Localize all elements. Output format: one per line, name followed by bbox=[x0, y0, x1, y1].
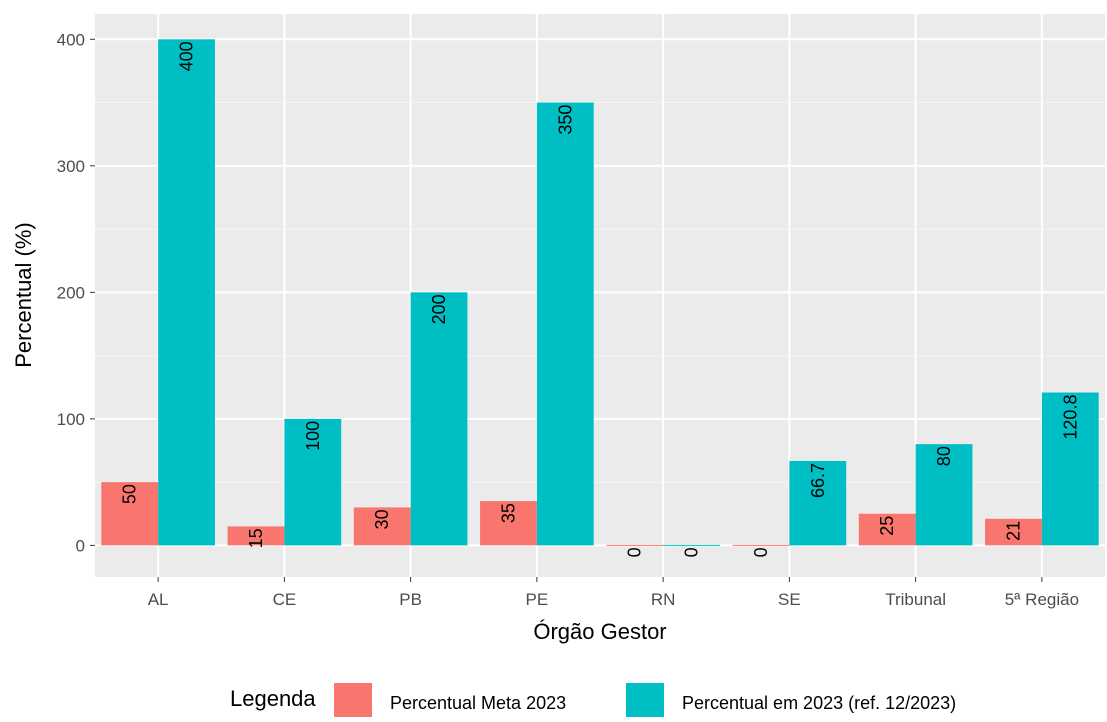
bar bbox=[101, 482, 159, 546]
y-tick-label: 400 bbox=[57, 30, 85, 49]
y-tick-label: 300 bbox=[57, 157, 85, 176]
legend-title: Legenda bbox=[230, 686, 316, 711]
bar bbox=[915, 444, 973, 546]
x-tick-label: PE bbox=[526, 590, 549, 609]
bar bbox=[353, 507, 411, 546]
data-label: 30 bbox=[372, 509, 392, 529]
legend-label: Percentual em 2023 (ref. 12/2023) bbox=[682, 693, 956, 713]
x-tick-label: PB bbox=[399, 590, 422, 609]
data-label: 0 bbox=[625, 547, 645, 557]
legend: Legenda Percentual Meta 2023 Percentual e… bbox=[230, 683, 956, 721]
data-label: 350 bbox=[555, 105, 575, 135]
data-label: 21 bbox=[1003, 521, 1023, 541]
data-label: 50 bbox=[120, 484, 140, 504]
x-axis: AL CE PB PE RN SE Tribunal 5ª Região bbox=[148, 577, 1079, 609]
data-label: 100 bbox=[303, 421, 323, 451]
data-label: 0 bbox=[682, 547, 702, 557]
bar bbox=[985, 518, 1042, 546]
bar bbox=[480, 501, 537, 546]
y-tick-label: 0 bbox=[76, 536, 85, 555]
bar bbox=[284, 418, 342, 546]
legend-label: Percentual Meta 2023 bbox=[390, 693, 566, 713]
y-tick-label: 100 bbox=[57, 410, 85, 429]
x-tick-label: CE bbox=[273, 590, 297, 609]
bar bbox=[410, 292, 468, 546]
bar bbox=[663, 544, 720, 546]
x-tick-label: 5ª Região bbox=[1005, 590, 1079, 609]
bar bbox=[789, 460, 847, 546]
data-label: 120.8 bbox=[1060, 395, 1080, 440]
bar bbox=[158, 39, 215, 546]
data-label: 15 bbox=[246, 528, 266, 548]
legend-swatch bbox=[626, 683, 664, 721]
y-axis: 0 100 200 300 400 bbox=[57, 30, 95, 555]
y-axis-title: Percentual (%) bbox=[11, 222, 36, 368]
data-label: 25 bbox=[877, 516, 897, 536]
bar bbox=[536, 102, 594, 546]
legend-swatch bbox=[334, 683, 372, 721]
x-axis-title: Órgão Gestor bbox=[533, 619, 666, 644]
x-tick-label: SE bbox=[778, 590, 801, 609]
data-label: 0 bbox=[751, 547, 771, 557]
data-label: 200 bbox=[429, 294, 449, 324]
x-tick-label: RN bbox=[651, 590, 676, 609]
data-label: 35 bbox=[498, 503, 518, 523]
bar bbox=[227, 526, 285, 546]
bar bbox=[858, 513, 916, 546]
x-tick-label: AL bbox=[148, 590, 169, 609]
data-label: 400 bbox=[177, 41, 197, 71]
bars bbox=[101, 39, 1099, 546]
bar bbox=[606, 544, 664, 546]
y-tick-label: 200 bbox=[57, 283, 85, 302]
data-label: 66.7 bbox=[808, 463, 828, 498]
x-tick-label: Tribunal bbox=[885, 590, 946, 609]
data-label: 80 bbox=[934, 446, 954, 466]
bar bbox=[1041, 392, 1099, 546]
bar bbox=[732, 544, 790, 546]
